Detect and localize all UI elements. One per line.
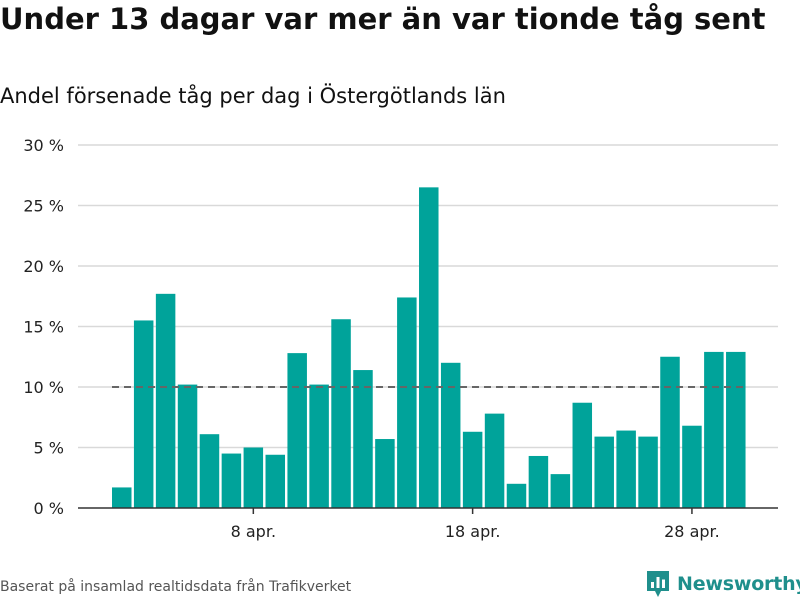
bar [726,351,746,508]
bar [528,455,549,508]
bar [638,436,658,508]
bar [572,402,593,508]
bar [375,439,395,508]
x-tick-label: 18 apr. [445,522,501,541]
y-tick-label: 10 % [23,378,64,397]
bar [462,431,483,508]
y-tick-label: 25 % [23,197,64,216]
bar [221,453,242,508]
chart-subtitle: Andel försenade tåg per dag i Östergötla… [0,84,506,108]
brand-name: Newsworthy [677,573,800,595]
bar [287,353,307,508]
source-note: Baserat på insamlad realtidsdata från Tr… [0,579,352,595]
bar [484,413,505,508]
bar [353,370,373,508]
bar [682,425,702,508]
bar [199,434,220,508]
bar [265,454,286,508]
y-tick-label: 15 % [23,318,64,337]
x-tick-label: 8 apr. [231,522,276,541]
bar [177,384,198,508]
bar [397,297,417,508]
x-tick-label: 28 apr. [664,522,720,541]
y-tick-label: 5 % [34,439,64,458]
bar [331,319,351,508]
bar [243,447,264,508]
bar [440,362,461,508]
bar [112,487,132,508]
bar [419,187,439,508]
bar [594,436,614,508]
bar [506,483,527,508]
bar [616,430,636,508]
bar [155,293,176,508]
bar-chart-pin-logo-icon [647,571,669,597]
bar [704,351,724,508]
bar [550,474,571,508]
brand-logo: Newsworthy [645,569,800,599]
bar [660,356,680,508]
y-tick-label: 30 % [23,136,64,155]
bar [133,320,154,508]
chart-title: Under 13 dagar var mer än var tionde tåg… [0,2,766,36]
y-tick-label: 20 % [23,257,64,276]
y-tick-label: 0 % [34,499,64,518]
bar [309,384,329,508]
